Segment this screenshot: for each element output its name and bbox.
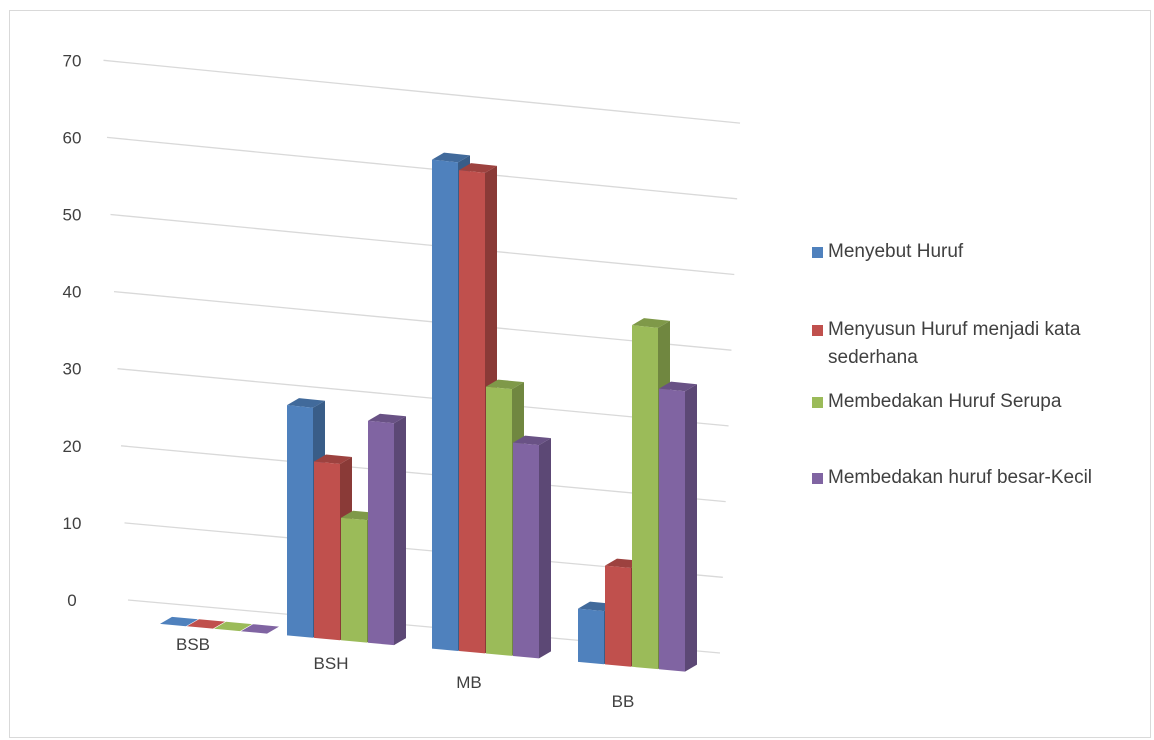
bar-top [459, 163, 497, 173]
y-tick-label: 20 [63, 437, 82, 456]
gridline [113, 290, 732, 351]
gridline [120, 445, 726, 503]
y-tick-label: 50 [63, 206, 82, 225]
legend-swatch [812, 325, 823, 336]
bar-zero [214, 621, 252, 632]
legend-label: Membedakan huruf besar-Kecil [828, 467, 1093, 488]
bar-top [432, 152, 470, 163]
legend-item-membedakan-huruf-besar-kecil: Membedakan huruf besar-Kecil [812, 464, 1138, 492]
bar-top [632, 318, 670, 328]
gridline [117, 368, 729, 427]
bar-top [486, 379, 524, 390]
bar-front [287, 405, 313, 638]
bar [214, 621, 252, 632]
bar-front [459, 170, 485, 654]
y-tick-label: 70 [63, 51, 82, 70]
bar-front [605, 565, 631, 667]
bar-front [513, 442, 539, 659]
legend-label: Menyusun Huruf menjadi kata sederhana [828, 319, 1081, 368]
bar-front [659, 388, 685, 672]
bar-front [368, 420, 394, 646]
x-tick-label: MB [456, 673, 482, 692]
bar [160, 616, 198, 627]
y-tick-label: 40 [63, 283, 82, 302]
bar-front [341, 517, 367, 643]
legend-item-membedakan-huruf-serupa: Membedakan Huruf Serupa [812, 388, 1138, 416]
legend-swatch [812, 247, 823, 258]
bar [368, 413, 406, 646]
bar-top [659, 381, 697, 392]
bar-top [314, 454, 352, 464]
x-tick-label: BB [612, 692, 635, 711]
bars [160, 152, 697, 672]
legend-swatch [812, 473, 823, 484]
y-tick-label: 0 [67, 591, 76, 610]
bar-front [432, 159, 458, 651]
bar-top [368, 413, 406, 424]
x-tick-label: BSH [314, 654, 349, 673]
bar-zero [241, 624, 279, 634]
legend-swatch [812, 397, 823, 408]
bar [187, 619, 225, 629]
bar-top [513, 435, 551, 446]
bar-front [632, 325, 658, 670]
legend-item-menyusun-huruf: Menyusun Huruf menjadi kata sederhana [812, 316, 1138, 372]
gridline [110, 213, 735, 276]
x-tick-label: BSB [176, 635, 210, 654]
bar-zero [160, 616, 198, 627]
bar-zero [187, 619, 225, 629]
y-axis-ticks: 0 10 20 30 40 50 60 70 [63, 51, 82, 610]
gridline [103, 59, 741, 124]
y-tick-label: 10 [63, 514, 82, 533]
bar-side [539, 438, 551, 659]
bar [659, 381, 697, 672]
bar-side [685, 384, 697, 672]
gridline [106, 136, 738, 200]
legend-item-menyebut-huruf: Menyebut Huruf [812, 238, 1138, 266]
bar-front [578, 608, 604, 665]
bar [241, 624, 279, 634]
bar-front [486, 386, 512, 656]
bar-side [394, 416, 406, 646]
bar-top [287, 398, 325, 408]
bar-front [314, 461, 340, 641]
bar [513, 435, 551, 659]
legend-label: Membedakan Huruf Serupa [828, 391, 1062, 412]
y-tick-label: 60 [63, 128, 82, 147]
x-axis-ticks: BSB BSH MB BB [176, 635, 634, 711]
y-tick-label: 30 [63, 360, 82, 379]
legend-label: Menyebut Huruf [828, 241, 964, 262]
